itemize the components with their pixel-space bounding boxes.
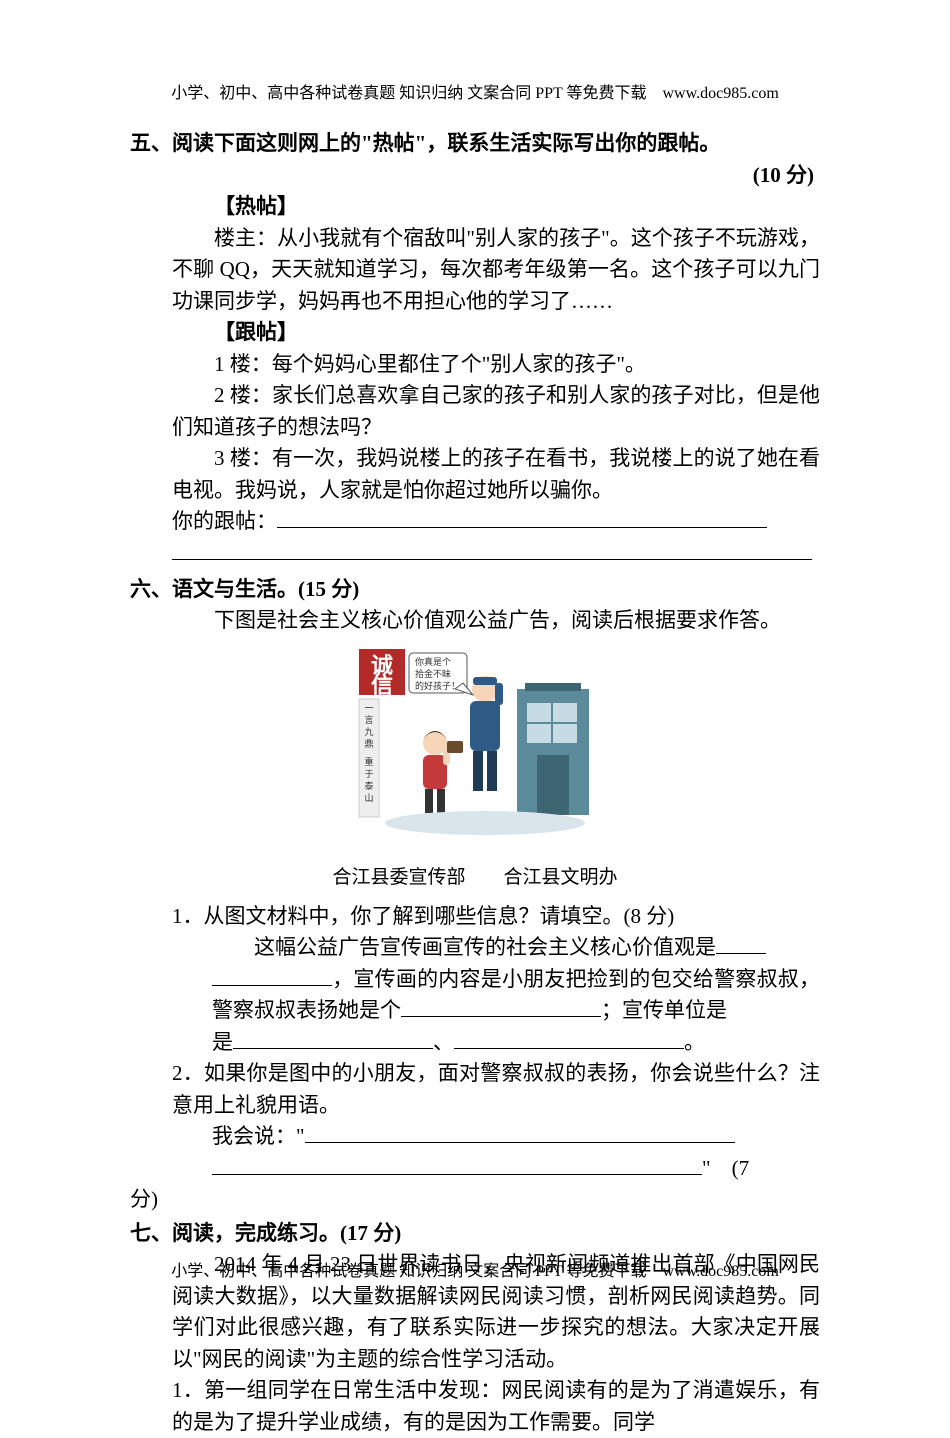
s6-q2-say-end: " (7: [702, 1156, 749, 1180]
hot-body: 楼主：从小我就有个宿敌叫"别人家的孩子"。这个孩子不玩游戏，不聊 QQ，天天就知…: [172, 223, 820, 318]
section-5-heading: 五、阅读下面这则网上的"热帖"，联系生活实际写出你的跟帖。: [130, 128, 820, 160]
blank-say-2[interactable]: [212, 1174, 702, 1175]
page-footer: 小学、初中、高中各种试卷真题 知识归纳 文案合同 PPT 等免费下载 www.d…: [0, 1260, 950, 1284]
s6-q2-points-close: 分): [130, 1184, 820, 1216]
svg-text:言: 言: [364, 714, 373, 725]
s6-q2-text: 如果你是图中的小朋友，面对警察叔叔的表扬，你会说些什么？注意用上礼貌用语。: [172, 1061, 820, 1117]
page-header: 小学、初中、高中各种试卷真题 知识归纳 文案合同 PPT 等免费下载 www.d…: [0, 82, 950, 106]
s6-q1-line1: 这幅公益广告宣传画宣传的社会主义核心价值观是: [212, 932, 820, 964]
s6-q1: 1．从图文材料中，你了解到哪些信息？请填空。(8 分): [172, 901, 820, 933]
blank-input-line2[interactable]: [172, 538, 812, 560]
s6-q1-text: 从图文材料中，你了解到哪些信息？请填空。(8 分): [204, 904, 675, 928]
your-follow-label: 你的跟帖：: [172, 509, 277, 533]
svg-text:拾金不昧: 拾金不昧: [415, 668, 451, 679]
blank-q1-3a[interactable]: [233, 1048, 433, 1049]
follow-3: 3 楼：有一次，我妈说楼上的孩子在看书，我说楼上的说了她在看电视。我妈说，人家就…: [172, 443, 820, 506]
follow-1: 1 楼：每个妈妈心里都住了个"别人家的孩子"。: [172, 349, 820, 381]
s6-q2-say2: " (7: [212, 1153, 820, 1185]
s6-q2: 2．如果你是图中的小朋友，面对警察叔叔的表扬，你会说些什么？注意用上礼貌用语。: [172, 1058, 820, 1121]
s6-q1-line2b: ；宣传单位是: [601, 998, 727, 1022]
s6-q1-num: 1．: [172, 904, 204, 928]
s6-q1-line2: ，宣传画的内容是小朋友把捡到的包交给警察叔叔，警察叔叔表扬她是个；宣传单位是: [212, 964, 820, 1027]
blank-input[interactable]: [277, 527, 767, 528]
svg-text:于: 于: [364, 769, 373, 779]
your-follow-line: 你的跟帖：: [172, 506, 820, 538]
svg-text:一: 一: [364, 703, 373, 713]
svg-text:九: 九: [364, 727, 373, 737]
section-7-heading: 七、阅读，完成练习。(17 分): [130, 1218, 820, 1250]
poster-image: 诚 信 一 言 九 鼎 重 于 泰 山 你真是个 拾金不昧 的好孩子！: [130, 643, 820, 863]
s6-q2-say-prefix: 我会说：": [212, 1124, 305, 1148]
blank-say-1[interactable]: [305, 1142, 735, 1143]
svg-text:你真是个: 你真是个: [415, 656, 451, 667]
blank-q1-1b[interactable]: [212, 985, 332, 986]
s7-q1: 1．第一组同学在日常生活中发现：网民阅读有的是为了消遣娱乐，有的是为了提升学业成…: [172, 1375, 820, 1438]
blank-q1-1[interactable]: [716, 953, 766, 954]
blank-q1-2[interactable]: [401, 1016, 601, 1017]
section-6-intro: 下图是社会主义核心价值观公益广告，阅读后根据要求作答。: [172, 605, 820, 637]
hot-label: 【热帖】: [172, 191, 820, 223]
poster-title-bottom: 信: [371, 673, 393, 698]
follow-label: 【跟帖】: [172, 317, 820, 349]
svg-text:泰: 泰: [364, 780, 373, 791]
follow-2: 2 楼：家长们总喜欢拿自己家的孩子和别人家的孩子对比，但是他们知道孩子的想法吗？: [172, 380, 820, 443]
s6-q2-say: 我会说：": [212, 1121, 820, 1153]
section-5-points: (10 分): [130, 160, 820, 192]
s6-q1-line3: 是、。: [212, 1027, 820, 1059]
poster-svg: 诚 信 一 言 九 鼎 重 于 泰 山 你真是个 拾金不昧 的好孩子！: [355, 643, 595, 853]
svg-text:重: 重: [364, 756, 373, 767]
svg-text:鼎: 鼎: [364, 739, 373, 749]
poster-caption: 合江县委宣传部 合江县文明办: [130, 864, 820, 893]
svg-text:山: 山: [364, 793, 373, 803]
section-6-heading: 六、语文与生活。(15 分): [130, 574, 820, 606]
s6-q1-line3mid: 、: [433, 1030, 454, 1054]
s6-q1-line2a: ，宣传画的内容是小朋友把捡到的包交给警察叔叔，警察叔叔表扬她是个: [212, 967, 820, 1023]
blank-q1-3b[interactable]: [454, 1048, 684, 1049]
s6-q1-line1a: 这幅公益广告宣传画宣传的社会主义核心价值观是: [254, 935, 716, 959]
s6-q2-num: 2．: [172, 1061, 204, 1085]
svg-text:的好孩子！: 的好孩子！: [415, 680, 460, 691]
